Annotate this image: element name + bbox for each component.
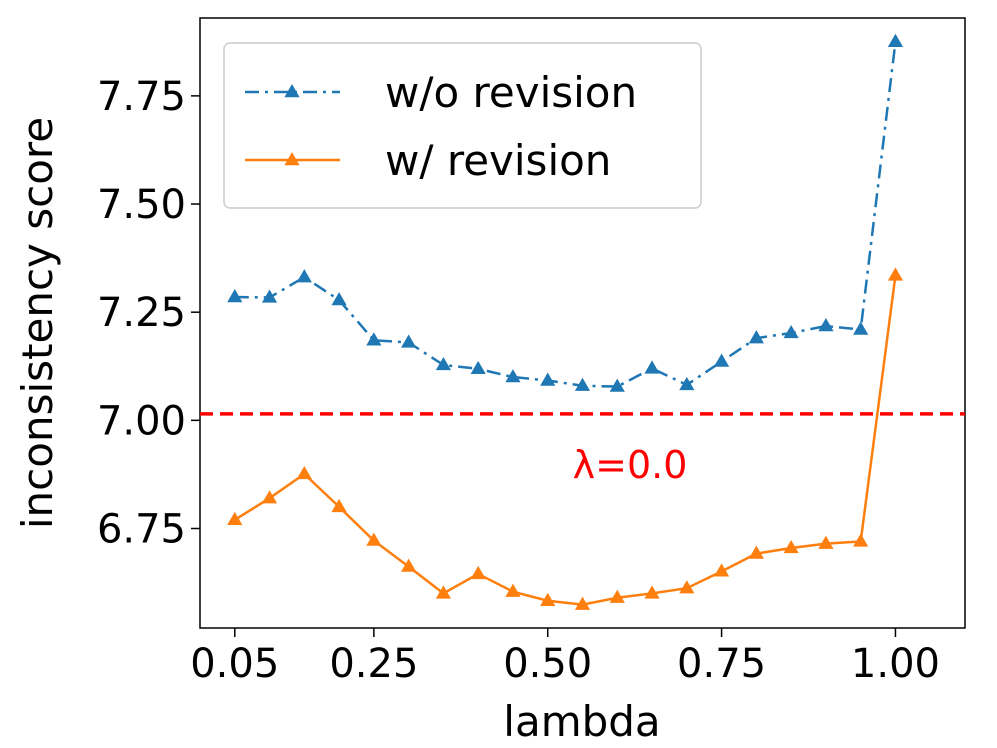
data-point: [540, 592, 556, 606]
data-point: [470, 565, 486, 580]
x-axis-label: lambda: [503, 697, 660, 746]
data-point: [887, 33, 904, 47]
x-tick-label: 1.00: [851, 641, 940, 687]
legend-marker: [284, 84, 300, 98]
data-point: [261, 490, 278, 504]
data-point: [296, 465, 312, 480]
series-2: [227, 267, 904, 610]
data-point: [644, 360, 660, 374]
data-point: [748, 545, 764, 559]
series-line: [234, 275, 897, 606]
legend: w/o revision w/ revision: [223, 42, 702, 209]
data-point: [644, 585, 660, 599]
y-tick-label: 7.00: [97, 398, 186, 444]
data-point: [227, 511, 243, 526]
y-tick-label: 7.25: [97, 290, 186, 336]
y-tick-label: 7.75: [97, 74, 186, 120]
data-point: [435, 585, 452, 599]
data-point: [296, 269, 312, 283]
data-point: [574, 596, 591, 610]
y-axis-label: inconsistency score: [13, 117, 62, 529]
data-point: [679, 580, 695, 594]
data-point: [540, 372, 556, 386]
data-point: [505, 583, 521, 597]
data-point: [887, 267, 904, 281]
legend-box: [223, 42, 702, 209]
data-point: [853, 533, 869, 547]
data-point: [713, 353, 730, 367]
data-point: [505, 369, 521, 383]
y-tick-label: 6.75: [97, 506, 186, 552]
data-point: [331, 292, 347, 306]
y-tick-label: 7.50: [97, 182, 186, 228]
legend-label: w/ revision: [385, 136, 611, 185]
data-point: [574, 377, 591, 391]
data-point: [713, 563, 730, 577]
data-point: [783, 539, 799, 554]
data-point: [366, 332, 382, 346]
data-point: [401, 558, 417, 572]
data-point: [783, 324, 799, 339]
x-tick-label: 0.50: [503, 641, 592, 687]
data-point: [331, 498, 347, 513]
data-point: [818, 318, 834, 332]
reference-line-label: λ=0.0: [573, 443, 688, 487]
data-point: [227, 289, 243, 303]
x-tick-label: 0.25: [329, 641, 418, 687]
data-point: [470, 360, 486, 375]
data-point: [435, 356, 452, 371]
data-point: [609, 589, 625, 603]
series-1: [227, 33, 904, 392]
data-point: [818, 535, 834, 549]
plot-area: [199, 17, 966, 629]
data-point: [748, 330, 764, 344]
data-point: [679, 376, 695, 391]
x-tick-label: 0.75: [677, 641, 766, 687]
data-point: [366, 532, 382, 546]
data-point: [401, 334, 417, 348]
x-tick-label: 0.05: [190, 641, 279, 687]
data-point: [609, 378, 625, 392]
data-point: [261, 289, 278, 303]
series-line: [234, 41, 897, 388]
data-point: [853, 321, 869, 335]
legend-marker: [284, 152, 300, 166]
legend-label: w/o revision: [385, 68, 637, 117]
